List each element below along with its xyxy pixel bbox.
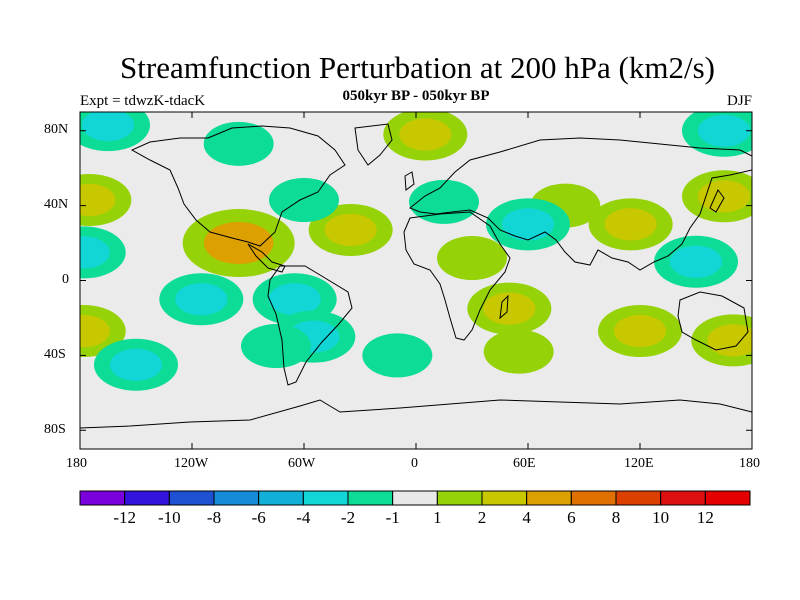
anomaly-region-16 bbox=[437, 236, 507, 281]
axis-ticks bbox=[79, 112, 753, 449]
colorbar-tick-label: -2 bbox=[340, 508, 356, 527]
anomaly-region-13 bbox=[362, 333, 433, 378]
colorbar-tick-label: 12 bbox=[696, 508, 714, 527]
lon-label-120w: 120W bbox=[174, 456, 209, 471]
coastlines bbox=[80, 123, 752, 429]
lon-label-0: 0 bbox=[411, 456, 418, 471]
anomaly-core-5 bbox=[203, 221, 274, 265]
colorbar-swatch bbox=[436, 490, 483, 506]
anomaly-core-14 bbox=[399, 118, 452, 151]
anomaly-core-25 bbox=[613, 314, 667, 348]
anomaly-core-4 bbox=[109, 348, 163, 381]
lat-label-0: 0 bbox=[62, 272, 69, 287]
coastline-north-america bbox=[130, 125, 346, 247]
colorbar-swatch bbox=[168, 490, 215, 506]
colorbar-swatch bbox=[213, 490, 260, 506]
colorbar-tick-label: 2 bbox=[477, 508, 487, 527]
colorbar-tick-label: 8 bbox=[611, 508, 621, 527]
lon-label-180e: 180 bbox=[739, 456, 760, 471]
anomaly-core-3 bbox=[81, 112, 135, 142]
colorbar-swatch bbox=[526, 490, 572, 506]
coastline-antarctica bbox=[80, 399, 752, 429]
anomaly-core-21 bbox=[604, 208, 657, 241]
colorbar-tick-label: -6 bbox=[251, 508, 266, 527]
anomaly-core-0 bbox=[80, 183, 116, 217]
plot-subtitle: 050kyr BP - 050kyr BP bbox=[342, 88, 490, 104]
coastline-central-america bbox=[247, 243, 286, 273]
colorbar-swatch bbox=[615, 490, 662, 506]
colorbar-tick-label: 10 bbox=[652, 508, 670, 527]
coastline-greenland bbox=[354, 123, 393, 166]
colorbar-tick-label: -1 bbox=[385, 508, 400, 527]
experiment-label: Expt = tdwzK-tdacK bbox=[80, 93, 206, 109]
coastline-madagascar bbox=[499, 294, 509, 320]
lon-label-60w: 60W bbox=[288, 456, 316, 471]
coastline-japan bbox=[709, 189, 725, 213]
colorbar-swatch bbox=[79, 490, 126, 506]
colorbar-swatch bbox=[302, 490, 349, 506]
anomaly-core-20 bbox=[501, 208, 555, 241]
colorbar-swatch bbox=[481, 490, 528, 506]
lon-label-120e: 120E bbox=[624, 456, 654, 471]
colorbar-tick-label: -4 bbox=[296, 508, 311, 527]
colorbar-swatch bbox=[570, 490, 617, 506]
colorbar-swatch bbox=[660, 490, 706, 506]
anomaly-core-17 bbox=[483, 292, 536, 325]
anomaly-core-22 bbox=[669, 245, 723, 278]
anomaly-core-6 bbox=[175, 283, 228, 316]
anomaly-region-9 bbox=[269, 177, 339, 222]
colorbar-tick-label: 4 bbox=[522, 508, 531, 527]
colorbar-swatch bbox=[347, 490, 394, 506]
anomaly-core-23 bbox=[697, 114, 751, 147]
anomaly-core-24 bbox=[697, 180, 751, 213]
coastline-south-america bbox=[267, 265, 353, 386]
lat-label-40n: 40N bbox=[44, 197, 69, 212]
coastline-australia bbox=[677, 291, 749, 351]
colorbar-swatch bbox=[704, 490, 751, 506]
colorbar-tick-label: -8 bbox=[206, 508, 222, 527]
anomaly-core-10 bbox=[268, 283, 321, 316]
season-label: DJF bbox=[726, 93, 752, 109]
lat-label-80s: 80S bbox=[44, 422, 66, 437]
colorbar-swatch bbox=[258, 490, 304, 506]
plot-title: Streamfunction Perturbation at 200 hPa (… bbox=[120, 50, 715, 85]
anomaly-core-26 bbox=[707, 324, 752, 357]
lat-label-40s: 40S bbox=[44, 347, 66, 362]
anomaly-region-18 bbox=[483, 329, 554, 374]
anomaly-core-1 bbox=[80, 236, 110, 269]
colorbar-tick-label: -12 bbox=[113, 508, 136, 527]
colorbar-swatch bbox=[124, 490, 170, 506]
colorbar-tick-label: 6 bbox=[567, 508, 576, 527]
colorbar-swatch bbox=[392, 490, 438, 506]
anomaly-region-12 bbox=[241, 324, 311, 369]
anomaly-core-8 bbox=[324, 213, 377, 247]
coastline-africa bbox=[403, 211, 511, 341]
coastline-british-isles bbox=[404, 171, 415, 191]
colorbar-tick-label: -10 bbox=[157, 508, 181, 527]
colorbar-tick-label: 1 bbox=[433, 508, 442, 527]
lat-label-80n: 80N bbox=[44, 122, 69, 137]
lon-label-60e: 60E bbox=[513, 456, 536, 471]
anomaly-core-2 bbox=[80, 314, 110, 348]
anomaly-fields bbox=[80, 112, 752, 391]
coastline-eurasia bbox=[409, 137, 752, 271]
lon-label-180w: 180 bbox=[66, 456, 87, 471]
